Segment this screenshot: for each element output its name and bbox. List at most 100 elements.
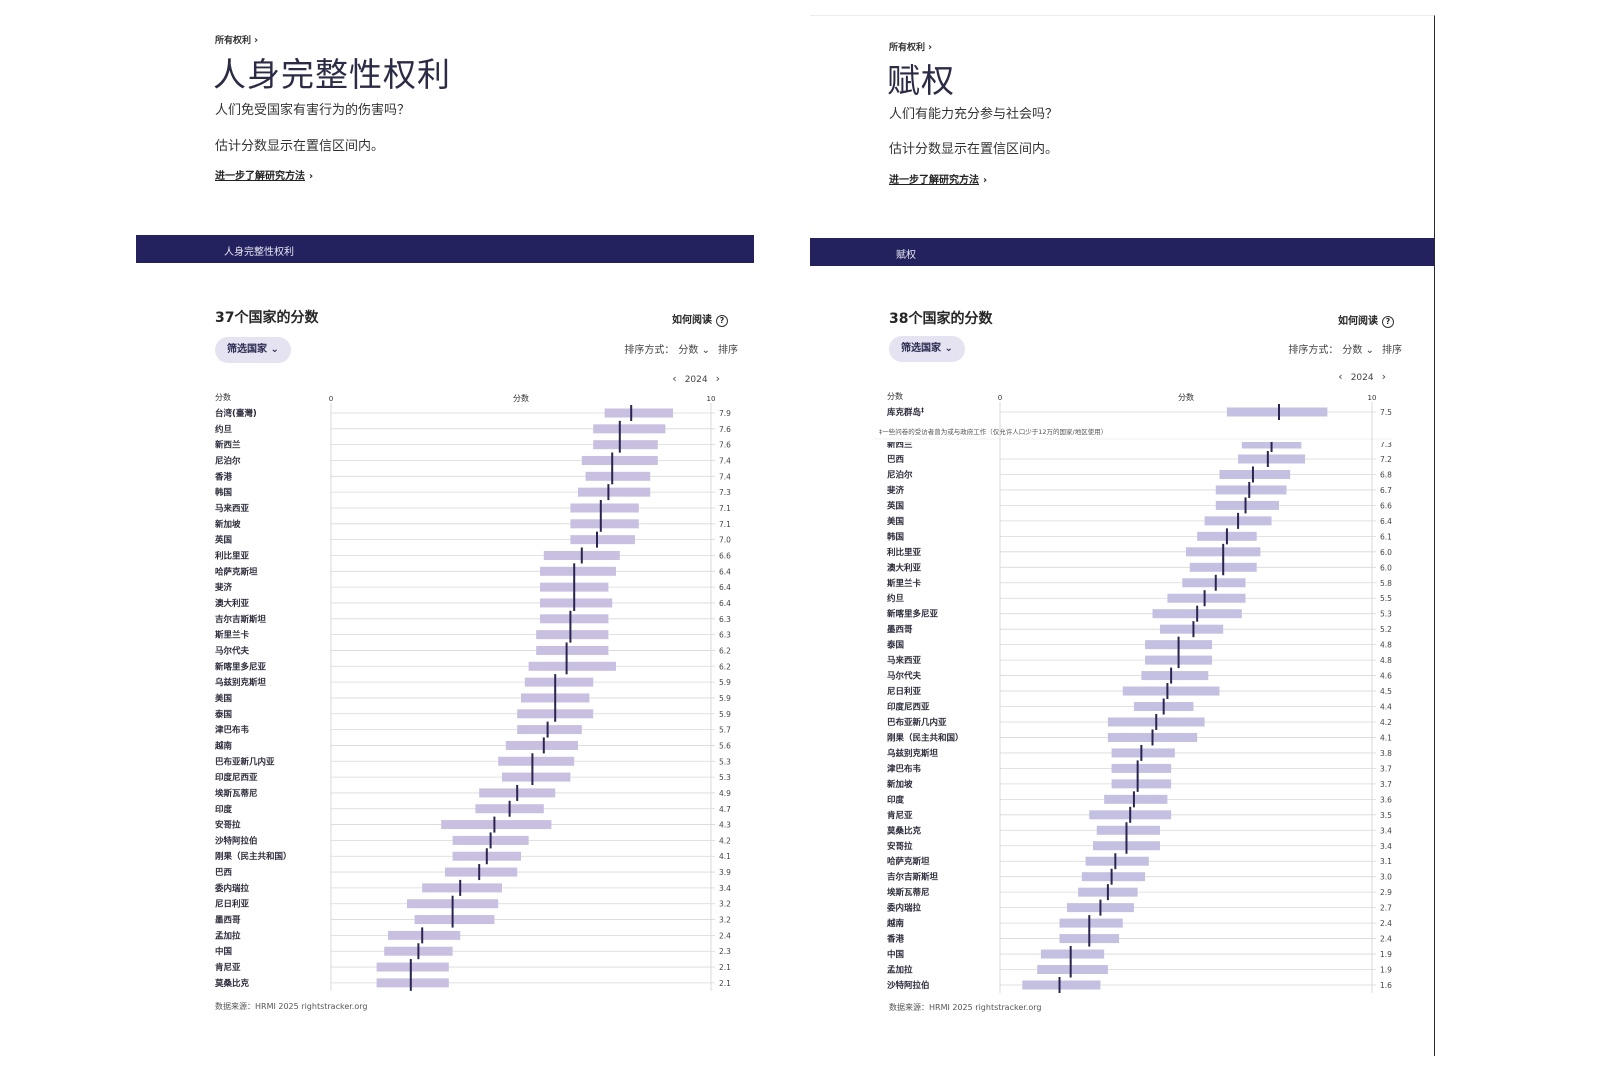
data-row-score-marker <box>1192 621 1195 638</box>
data-row-score-marker <box>1099 899 1102 916</box>
data-row-value-label: 7.1 <box>719 504 731 513</box>
data-row-country-label: 中国 <box>887 949 904 960</box>
data-row-country-label: 英国 <box>214 535 232 546</box>
data-row-interval-bar <box>1111 779 1172 789</box>
data-row-value-label: 3.4 <box>1380 826 1392 835</box>
sort-order-toggle[interactable]: 排序 <box>718 345 738 356</box>
data-row-score-marker <box>599 515 602 532</box>
data-row-interval-bar <box>1111 763 1172 773</box>
data-row-country-label: 印度 <box>887 794 905 805</box>
sort-control: 排序方式： 分数 ⌄ 排序 <box>624 341 738 356</box>
data-row-value-label: 3.5 <box>1380 811 1392 820</box>
data-row-value-label: 7.4 <box>719 456 731 465</box>
sort-value[interactable]: 分数 <box>678 345 699 356</box>
how-to-read-button[interactable]: 如何阅读? <box>1338 312 1394 328</box>
data-row-value-label: 6.4 <box>719 583 731 592</box>
data-row-score-marker <box>489 832 492 849</box>
data-row-country-label: 香港 <box>886 934 905 945</box>
data-row-score-marker <box>1136 775 1139 792</box>
data-row-country-label: 马尔代夫 <box>215 645 250 656</box>
data-row-score-marker <box>607 484 610 501</box>
sort-order-toggle[interactable]: 排序 <box>1382 345 1402 356</box>
data-row-score-marker <box>1196 605 1199 622</box>
next-year-icon[interactable]: › <box>1381 370 1386 383</box>
data-row-interval-bar <box>1215 485 1287 495</box>
sort-select[interactable]: 分数 ⌄ <box>678 345 710 356</box>
data-row-score-marker <box>1266 451 1269 467</box>
data-row-score-marker <box>1132 791 1135 808</box>
data-row-score-marker <box>554 674 557 691</box>
score-chart-right: 分数 0 分数 10 库克群岛‡ 7.5 ‡一些问卷的受访者曾为或与政府工作（仅允许人口少于… <box>873 391 1392 993</box>
how-to-read-label[interactable]: 如何阅读 <box>672 315 712 326</box>
year-selector: ‹ 2024 › <box>1330 370 1394 383</box>
data-row-value-label: 7.4 <box>719 472 731 481</box>
methodology-link-label[interactable]: 进一步了解研究方法 <box>215 171 305 182</box>
data-row-country-label: 新喀里多尼亚 <box>215 661 267 672</box>
data-row-country-label: 委内瑞拉 <box>214 883 250 894</box>
filter-countries-button[interactable]: 筛选国家 ⌄ <box>889 336 965 362</box>
data-row-value-label: 1.6 <box>1380 981 1392 990</box>
breadcrumb-label[interactable]: 所有权利 <box>889 43 926 53</box>
pinned-row-score-marker <box>1278 404 1280 420</box>
data-row-score-marker <box>1125 837 1128 854</box>
data-row-value-label: 5.9 <box>719 678 731 687</box>
methodology-link-label[interactable]: 进一步了解研究方法 <box>889 175 979 186</box>
data-row-score-marker <box>485 848 488 865</box>
data-row-country-label: 印度 <box>215 804 233 815</box>
data-row-value-label: 5.8 <box>1380 579 1392 588</box>
data-row-score-marker <box>493 816 496 833</box>
x-max-tick-label: 10 <box>1368 394 1377 402</box>
data-row-country-label: 约旦 <box>215 424 233 435</box>
methodology-link[interactable]: 进一步了解研究方法 › <box>215 167 313 182</box>
data-row-country-label: 刚果（民主共和国） <box>215 851 292 862</box>
data-row-score-marker <box>1222 559 1225 576</box>
next-year-icon[interactable]: › <box>715 372 720 385</box>
data-row-value-label: 3.2 <box>719 916 731 925</box>
page-title: 赋权 <box>887 61 955 100</box>
section-band-label: 赋权 <box>896 250 916 261</box>
data-row-country-label: 尼日利亚 <box>215 899 250 910</box>
data-row-interval-bar <box>578 487 651 497</box>
sort-control: 排序方式： 分数 ⌄ 排序 <box>1288 341 1402 356</box>
question-circle-icon[interactable]: ? <box>716 315 728 327</box>
data-row-country-label: 吉尔吉斯斯坦 <box>887 872 939 883</box>
filter-countries-label[interactable]: 筛选国家 <box>227 344 267 355</box>
section-band: 人身完整性权利 <box>136 235 754 263</box>
data-row-score-marker <box>1177 652 1180 669</box>
prev-year-icon[interactable]: ‹ <box>1338 370 1343 383</box>
data-row-country-label: 尼日利亚 <box>887 686 922 697</box>
data-row-interval-bar <box>1085 856 1149 866</box>
data-row-country-label: 斐济 <box>886 485 905 496</box>
filter-countries-label[interactable]: 筛选国家 <box>901 343 941 354</box>
data-row-country-label: 刚果（民主共和国） <box>887 732 964 743</box>
sort-value[interactable]: 分数 <box>1342 345 1363 356</box>
data-row-value-label: 7.9 <box>719 409 731 418</box>
how-to-read-button[interactable]: 如何阅读? <box>672 311 728 327</box>
score-chart-left: 分数 0 分数 10 台湾(臺灣) 7.9 约旦 7.6 新西兰 7.6 尼泊尔 7.4 香港 7.4 韩国… <box>214 392 731 991</box>
data-row-value-label: 4.1 <box>719 852 731 861</box>
country-count-title: 38个国家的分数 <box>889 311 993 327</box>
data-row-interval-bar <box>422 883 502 893</box>
data-row-country-label: 肯尼亚 <box>215 962 241 973</box>
prev-year-icon[interactable]: ‹ <box>672 372 677 385</box>
data-row-value-label: 5.9 <box>719 694 731 703</box>
page-note: 估计分数显示在置信区间内。 <box>215 139 385 154</box>
data-row-interval-bar <box>540 598 613 608</box>
data-row-value-label: 4.4 <box>1380 703 1392 712</box>
data-row-interval-bar <box>517 725 582 735</box>
breadcrumb[interactable]: 所有权利 › <box>215 33 258 46</box>
sort-select[interactable]: 分数 ⌄ <box>1342 345 1374 356</box>
how-to-read-label[interactable]: 如何阅读 <box>1338 316 1378 327</box>
breadcrumb-label[interactable]: 所有权利 <box>215 36 252 46</box>
methodology-link[interactable]: 进一步了解研究方法 › <box>889 171 987 186</box>
data-row-score-marker <box>599 499 602 516</box>
filter-countries-button[interactable]: 筛选国家 ⌄ <box>215 337 291 363</box>
data-row-score-marker <box>1251 466 1254 483</box>
data-row-interval-bar <box>1081 872 1146 882</box>
breadcrumb[interactable]: 所有权利 › <box>889 40 932 53</box>
question-circle-icon[interactable]: ? <box>1382 316 1394 328</box>
data-row-score-marker <box>618 436 621 453</box>
data-row-country-label: 印度尼西亚 <box>887 702 930 713</box>
data-row-country-label: 英国 <box>886 500 904 511</box>
data-row-country-label: 约旦 <box>887 593 905 604</box>
